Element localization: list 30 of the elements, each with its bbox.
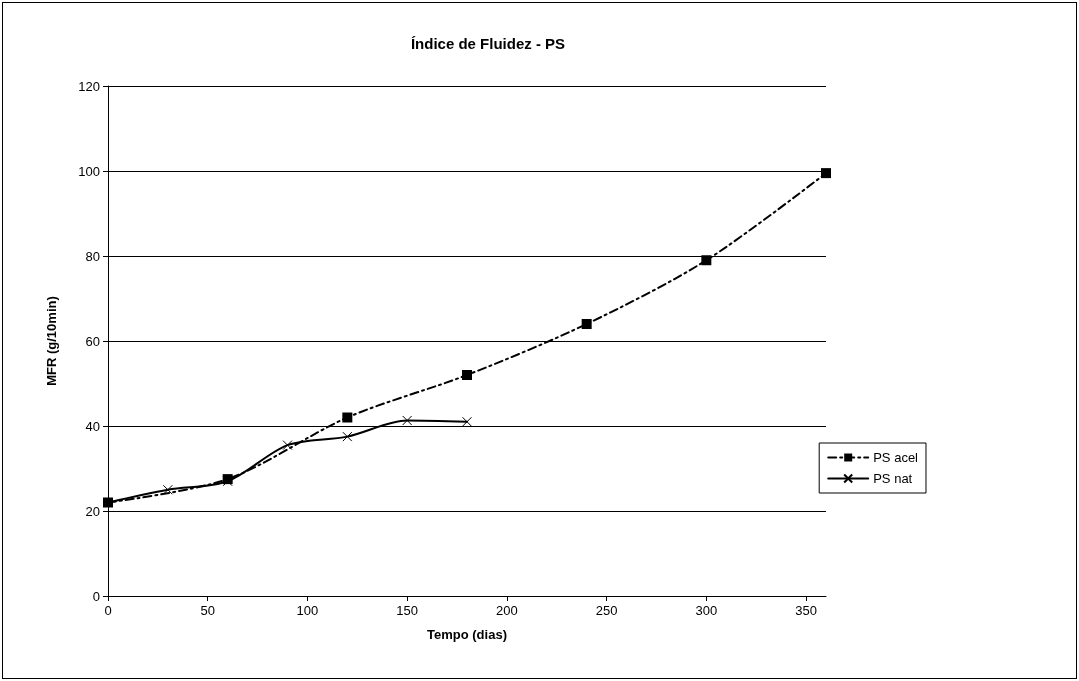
x-axis-title: Tempo (dias) [427, 627, 507, 642]
y-tick-label: 60 [85, 333, 100, 349]
point [821, 168, 831, 179]
x-tick-label: 250 [595, 603, 618, 618]
x-tick-label: 150 [396, 603, 419, 618]
y-tick-label: 100 [78, 163, 100, 179]
y-tick-label: 80 [85, 248, 100, 264]
point [162, 484, 173, 495]
y-axis-title: MFR (g/10min) [44, 296, 59, 386]
y-tick-label: 20 [85, 503, 100, 519]
point [701, 255, 712, 266]
y-tick-label: 0 [92, 588, 100, 604]
legend-label: PS acel [873, 450, 919, 465]
point [402, 415, 413, 426]
x-tick-label: 300 [695, 603, 718, 618]
point [282, 440, 293, 451]
y-tick-label: 40 [85, 418, 100, 434]
point [342, 431, 353, 442]
point [581, 319, 592, 329]
chart-title: Índice de Fluidez - PS [410, 35, 566, 52]
point [462, 370, 472, 380]
x-tick-label: 50 [200, 603, 215, 618]
point [462, 416, 472, 427]
point [342, 412, 353, 423]
x-tick-label: 200 [496, 603, 518, 618]
legend-label: PS nat [873, 471, 913, 486]
x-tick-label: 100 [296, 603, 319, 618]
y-tick-label: 120 [78, 78, 100, 94]
x-tick-label: 0 [104, 603, 112, 618]
x-tick-label: 350 [795, 603, 817, 618]
